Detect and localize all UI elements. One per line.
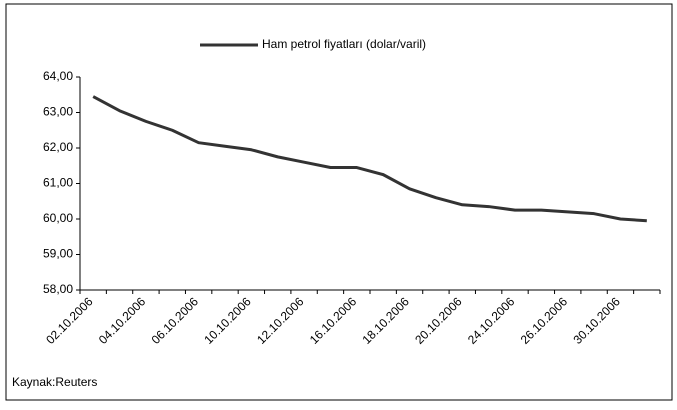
data-line [92, 95, 647, 223]
y-tick-label: 64,00 [43, 69, 73, 83]
y-tick-label: 63,00 [43, 105, 73, 119]
y-tick-label: 60,00 [43, 211, 73, 225]
source-note: Kaynak:Reuters [12, 375, 97, 389]
y-tick-label: 62,00 [43, 140, 73, 154]
y-tick-label: 61,00 [43, 176, 73, 190]
y-tick-label: 58,00 [43, 282, 73, 296]
y-tick-label: 59,00 [43, 247, 73, 261]
chart-frame [5, 3, 673, 401]
legend-label: Ham petrol fiyatları (dolar/varil) [262, 37, 426, 51]
